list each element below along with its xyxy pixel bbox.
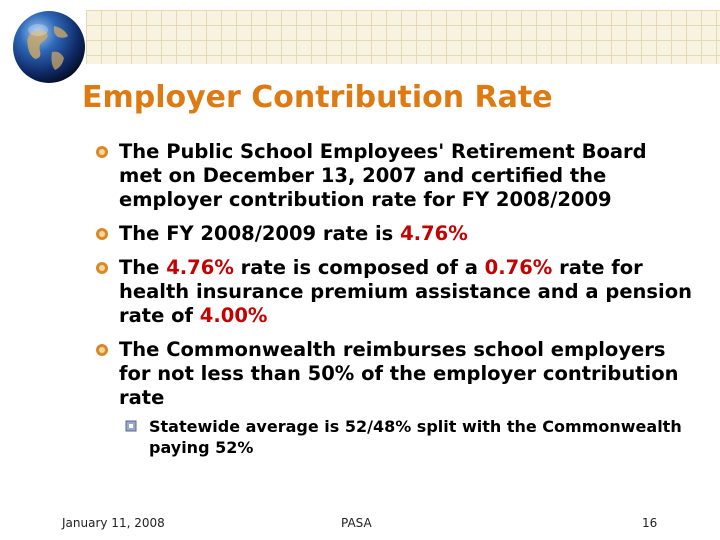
footer-date: January 11, 2008	[62, 516, 165, 530]
footer-page-number: 16	[642, 516, 658, 530]
bullet-text: The	[119, 256, 167, 279]
sub-bullet-text: Statewide average is 52/48% split with t…	[149, 417, 682, 457]
disc-bullet-icon	[96, 228, 108, 240]
rate-highlight: 4.76%	[166, 256, 234, 279]
bullet-text: The Commonwealth reimburses school emplo…	[119, 338, 679, 409]
bullet-text: The FY 2008/2009 rate is	[119, 222, 401, 245]
slide-title: Employer Contribution Rate	[82, 80, 553, 115]
bullet-item-fy-rate: The FY 2008/2009 rate is 4.76%	[95, 222, 695, 246]
disc-bullet-icon	[96, 262, 108, 274]
rate-highlight: 4.00%	[199, 304, 268, 327]
bullet-text: rate is composed of a	[233, 256, 485, 279]
rate-highlight: 4.76%	[400, 222, 468, 245]
bullet-item-board-certification: The Public School Employees' Retirement …	[95, 140, 695, 212]
header-grid-decoration	[86, 10, 720, 64]
globe-icon	[13, 11, 85, 83]
bullet-item-commonwealth-reimbursement: The Commonwealth reimburses school emplo…	[95, 338, 695, 410]
bullet-text: The Public School Employees' Retirement …	[119, 140, 647, 211]
bullet-item-rate-composition: The 4.76% rate is composed of a 0.76% ra…	[95, 256, 695, 328]
bullet-text: rate for health insurance premium assist…	[119, 256, 692, 327]
disc-bullet-icon	[96, 344, 108, 356]
bullet-list: The Public School Employees' Retirement …	[95, 140, 695, 458]
square-bullet-icon	[125, 420, 137, 432]
sub-bullet-item-statewide-average: Statewide average is 52/48% split with t…	[125, 416, 695, 458]
disc-bullet-icon	[96, 146, 108, 158]
rate-highlight: 0.76%	[484, 256, 553, 279]
footer-org: PASA	[341, 516, 372, 530]
